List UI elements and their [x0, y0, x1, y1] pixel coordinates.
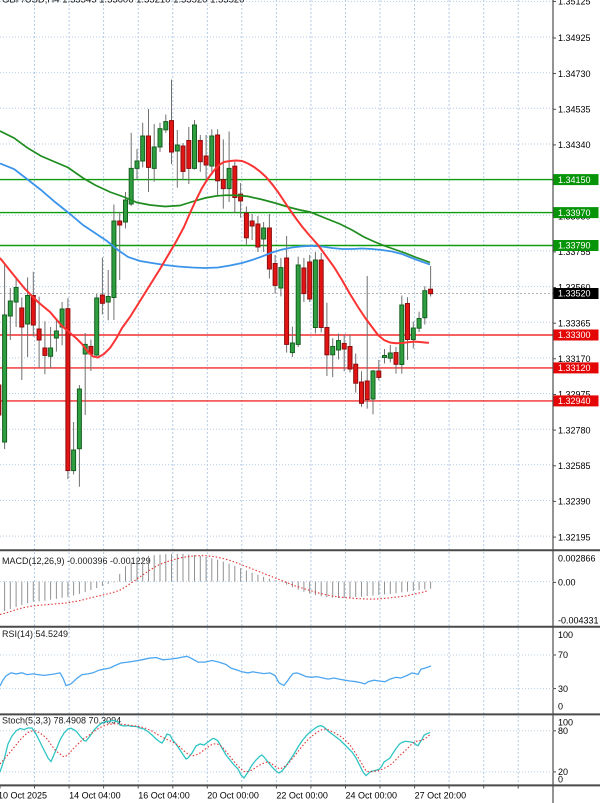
svg-text:1.33520: 1.33520: [558, 289, 591, 299]
svg-text:1.33120: 1.33120: [558, 363, 591, 373]
svg-text:0.00: 0.00: [558, 577, 576, 587]
svg-text:16 Oct 04:00: 16 Oct 04:00: [138, 790, 190, 800]
svg-text:1.33970: 1.33970: [558, 208, 591, 218]
svg-text:100: 100: [558, 630, 573, 640]
svg-text:14 Oct 04:00: 14 Oct 04:00: [69, 790, 121, 800]
svg-text:0: 0: [558, 701, 563, 711]
svg-text:22 Oct 00:00: 22 Oct 00:00: [276, 790, 328, 800]
svg-text:27 Oct 20:00: 27 Oct 20:00: [415, 790, 467, 800]
svg-text:1.33300: 1.33300: [558, 330, 591, 340]
svg-text:1.33790: 1.33790: [558, 241, 591, 251]
svg-text:1.32940: 1.32940: [558, 396, 591, 406]
svg-text:1.33365: 1.33365: [558, 318, 591, 328]
svg-text:10 Oct 2025: 10 Oct 2025: [0, 790, 47, 800]
svg-text:1.34925: 1.34925: [558, 33, 591, 43]
svg-text:GBP/USD,H4 1.33345 1.33606 1.3: GBP/USD,H4 1.33345 1.33606 1.33210 1.335…: [2, 0, 244, 6]
svg-text:Stoch(5,3,3) 78.4908 70.3094: Stoch(5,3,3) 78.4908 70.3094: [2, 716, 121, 726]
svg-text:1.34150: 1.34150: [558, 175, 591, 185]
svg-text:100: 100: [558, 717, 573, 727]
svg-text:1.32975: 1.32975: [558, 390, 591, 400]
svg-text:1.33755: 1.33755: [558, 247, 591, 257]
svg-text:1.34535: 1.34535: [558, 105, 591, 115]
svg-text:1.32585: 1.32585: [558, 461, 591, 471]
svg-text:1.33560: 1.33560: [558, 283, 591, 293]
svg-text:-0.004331: -0.004331: [558, 615, 599, 625]
svg-text:0: 0: [558, 774, 563, 784]
svg-text:1.32780: 1.32780: [558, 425, 591, 435]
svg-text:1.34340: 1.34340: [558, 140, 591, 150]
svg-text:0.002866: 0.002866: [558, 554, 596, 564]
svg-text:MACD(12,26,9) -0.000396 -0.001: MACD(12,26,9) -0.000396 -0.001229: [2, 556, 151, 566]
svg-text:1.32390: 1.32390: [558, 497, 591, 507]
svg-text:20 Oct 00:00: 20 Oct 00:00: [207, 790, 259, 800]
svg-text:1.33170: 1.33170: [558, 354, 591, 364]
svg-text:20: 20: [558, 767, 568, 777]
svg-text:RSI(14) 54.5249: RSI(14) 54.5249: [2, 629, 68, 639]
svg-text:70: 70: [558, 650, 568, 660]
svg-text:1.34730: 1.34730: [558, 69, 591, 79]
svg-text:80: 80: [558, 726, 568, 736]
svg-text:1.35125: 1.35125: [558, 0, 591, 7]
svg-text:24 Oct 00:00: 24 Oct 00:00: [346, 790, 398, 800]
svg-text:30: 30: [558, 684, 568, 694]
svg-text:1.32195: 1.32195: [558, 532, 591, 542]
